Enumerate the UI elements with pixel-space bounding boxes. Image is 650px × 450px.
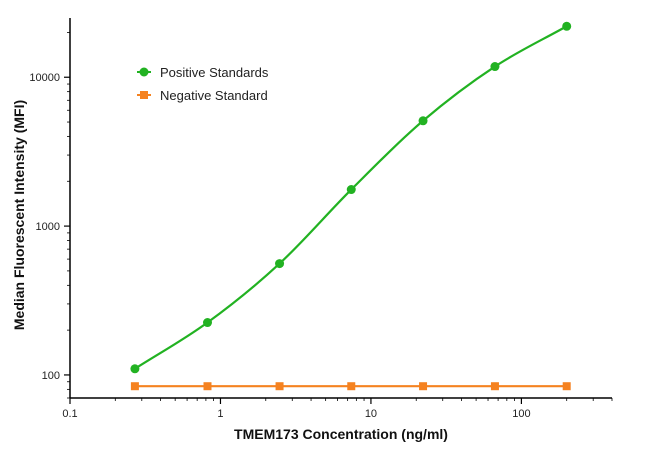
legend-marker-negative — [140, 91, 148, 99]
x-tick-label: 1 — [217, 408, 223, 420]
legend-label-positive: Positive Standards — [160, 65, 269, 80]
data-point-negative — [490, 382, 499, 391]
data-point-negative — [419, 382, 428, 391]
x-tick-label: 10 — [365, 408, 377, 420]
legend-marker-positive — [139, 67, 149, 77]
x-ticks: 0.1 1 10 100 — [62, 398, 613, 420]
data-point-positive — [346, 185, 356, 195]
y-tick-label: 1000 — [36, 221, 60, 233]
x-tick-label: 0.1 — [62, 408, 77, 420]
data-point-positive — [490, 62, 500, 72]
fit-curves — [134, 25, 568, 388]
x-axis-title: TMEM173 Concentration (ng/ml) — [234, 426, 448, 442]
data-point-negative — [275, 382, 284, 391]
legend: Positive Standards Negative Standard — [137, 65, 269, 103]
data-point-negative — [130, 382, 139, 391]
x-tick-label: 100 — [512, 408, 530, 420]
data-point-positive — [562, 21, 572, 31]
data-point-negative — [347, 382, 356, 391]
y-tick-label: 100 — [42, 370, 60, 382]
data-point-positive — [203, 318, 213, 328]
data-point-positive — [418, 116, 428, 126]
data-point-positive — [130, 364, 140, 374]
y-axis-title: Median Fluorescent Intensity (MFI) — [11, 100, 27, 330]
data-point-negative — [203, 382, 212, 391]
legend-item-negative: Negative Standard — [137, 88, 268, 103]
y-tick-label: 10000 — [29, 72, 60, 84]
legend-label-negative: Negative Standard — [160, 88, 268, 103]
data-point-positive — [275, 259, 285, 269]
y-ticks: 100 1000 10000 — [29, 32, 70, 399]
data-points — [130, 21, 572, 391]
data-point-negative — [562, 382, 571, 391]
axes — [69, 18, 612, 399]
legend-item-positive: Positive Standards — [137, 65, 269, 80]
